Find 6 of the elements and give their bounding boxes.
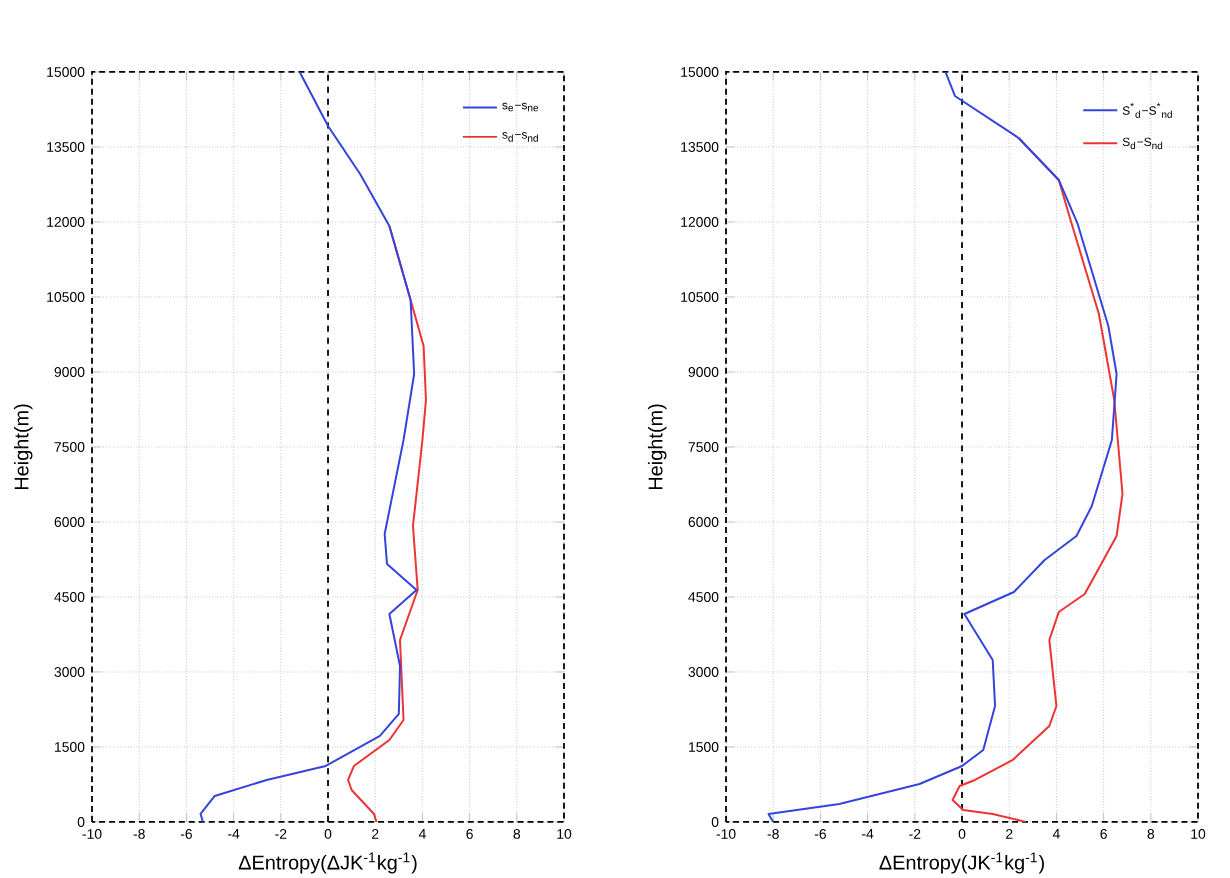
line-series xyxy=(199,71,418,822)
x-axis-title: ΔEntropy(JK$^{-1}$kg$^{-1}$) xyxy=(879,852,1044,874)
x-axis-title: ΔEntropy(ΔJK$^{-1}$kg$^{-1}$) xyxy=(238,852,417,874)
line-series xyxy=(767,71,1118,822)
y-axis-title: Height(m) xyxy=(13,404,33,490)
y-axis-title: Height(m) xyxy=(647,404,667,490)
